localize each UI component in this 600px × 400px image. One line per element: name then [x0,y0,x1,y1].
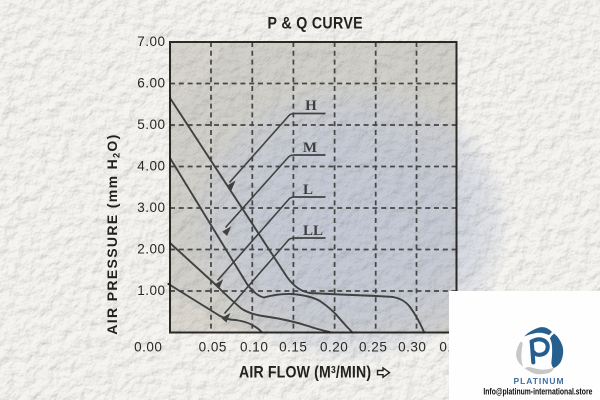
svg-text:Info@platinum-international.st: Info@platinum-international.store [483,387,592,397]
svg-text:PLATINUM: PLATINUM [514,376,565,386]
